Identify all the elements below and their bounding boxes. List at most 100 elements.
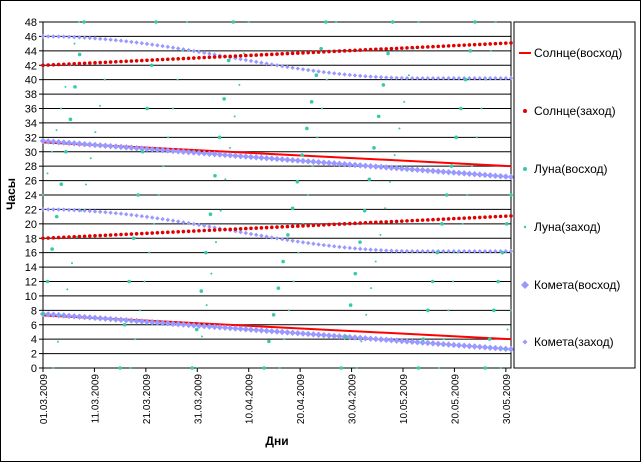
comet-set-point: [129, 212, 134, 218]
sun-set-point: [467, 216, 472, 220]
sun-set-point: [405, 219, 409, 223]
sun-set-point: [332, 49, 337, 54]
comet-set-point: [124, 39, 129, 44]
y-tick-label: 2: [31, 349, 37, 361]
comet-rise-point: [97, 142, 104, 149]
comet-rise-point: [377, 163, 385, 171]
comet-set-point: [160, 43, 165, 49]
comet-rise-point: [310, 158, 317, 165]
sun-set-point: [145, 58, 149, 63]
sun-set-point: [457, 216, 461, 221]
sun-set-point: [285, 51, 290, 56]
moon-set-point: [143, 280, 146, 283]
sun-set-point: [327, 49, 331, 54]
y-tick-label: 36: [25, 104, 37, 116]
moon-set-point: [205, 304, 208, 307]
comet-rise-point: [107, 315, 114, 323]
moon-set-point: [325, 78, 328, 81]
comet-rise-point: [429, 167, 437, 175]
sun-set-point: [223, 54, 227, 59]
moon-set-point: [103, 78, 106, 81]
comet-set-point: [311, 68, 316, 73]
comet-rise-point: [507, 346, 515, 353]
comet-set-point: [300, 240, 306, 245]
comet-set-point: [108, 210, 113, 215]
comet-set-point: [108, 37, 113, 42]
comet-rise-point: [476, 343, 483, 351]
sun-set-point: [202, 228, 206, 233]
comet-set-point: [373, 247, 378, 253]
comet-rise-point: [409, 166, 416, 173]
moon-rise-point: [500, 250, 505, 255]
sun-set-point: [108, 60, 113, 64]
sun-set-point: [129, 232, 134, 236]
moon-set-point: [52, 367, 55, 369]
comet-set-point: [347, 72, 352, 78]
comet-rise-point: [419, 166, 426, 174]
comet-set-point: [113, 210, 118, 216]
comet-rise-point: [154, 146, 161, 153]
sun-set-point: [207, 55, 212, 60]
comet-rise-point: [398, 337, 405, 345]
comet-rise-point: [185, 148, 192, 156]
comet-rise-point: [440, 168, 447, 175]
comet-rise-point: [481, 171, 489, 179]
comet-rise-point: [164, 320, 171, 327]
comet-rise-point: [429, 340, 437, 347]
legend-label: Луна(восход): [534, 162, 608, 176]
comet-rise-point: [450, 341, 457, 349]
sun-set-point: [441, 44, 446, 48]
moon-rise-point: [473, 20, 477, 24]
y-tick-label: 4: [31, 334, 37, 346]
comet-rise-point: [471, 343, 478, 350]
comet-set-point: [202, 50, 207, 55]
sun-set-point: [259, 226, 264, 230]
moon-set-point: [384, 207, 387, 210]
comet-rise-point: [112, 316, 119, 323]
sun-set-point: [478, 42, 482, 47]
comet-rise-point: [117, 316, 125, 324]
sun-set-point: [498, 214, 503, 219]
moon-set-point: [447, 309, 450, 312]
comet-set-point: [451, 249, 456, 254]
comet-rise-point: [377, 336, 385, 343]
comet-rise-point: [414, 166, 421, 173]
sun-set-point: [238, 227, 243, 231]
sun-set-point: [426, 218, 430, 222]
comet-set-point: [415, 76, 420, 81]
sun-set-point: [108, 233, 113, 237]
moon-rise-point: [416, 366, 421, 370]
comet-rise-point: [169, 320, 177, 327]
sun-set-point: [483, 215, 487, 219]
moon-rise-point: [300, 153, 304, 157]
comet-set-point: [493, 76, 498, 81]
comet-rise-point: [195, 322, 203, 329]
sun-set-point: [379, 47, 383, 51]
sun-set-point: [228, 54, 232, 59]
comet-set-point: [66, 34, 72, 40]
moon-rise-point: [509, 193, 513, 197]
sun-set-point: [420, 218, 425, 222]
moon-rise-point: [372, 146, 376, 150]
sun-set-point: [457, 43, 461, 48]
comet-rise-point: [107, 142, 114, 150]
comet-rise-point: [268, 328, 275, 335]
comet-set-point: [337, 244, 342, 250]
comet-set-point: [441, 76, 446, 81]
moon-set-point: [64, 85, 67, 88]
moon-set-point: [355, 367, 358, 369]
sun-set-point: [103, 60, 108, 65]
sun-set-point: [192, 56, 196, 60]
sun-set-point: [452, 216, 456, 221]
comet-rise-point: [39, 137, 47, 145]
comet-rise-point: [76, 140, 83, 147]
sun-set-point: [150, 58, 154, 62]
comet-set-point: [399, 75, 404, 81]
comet-rise-point: [398, 165, 405, 172]
comet-set-point: [144, 41, 150, 47]
moon-rise-point: [319, 46, 323, 51]
comet-rise-point: [263, 327, 270, 335]
sun-set-point: [374, 220, 378, 225]
sun-set-point: [498, 41, 503, 46]
comet-rise-point: [346, 333, 353, 341]
